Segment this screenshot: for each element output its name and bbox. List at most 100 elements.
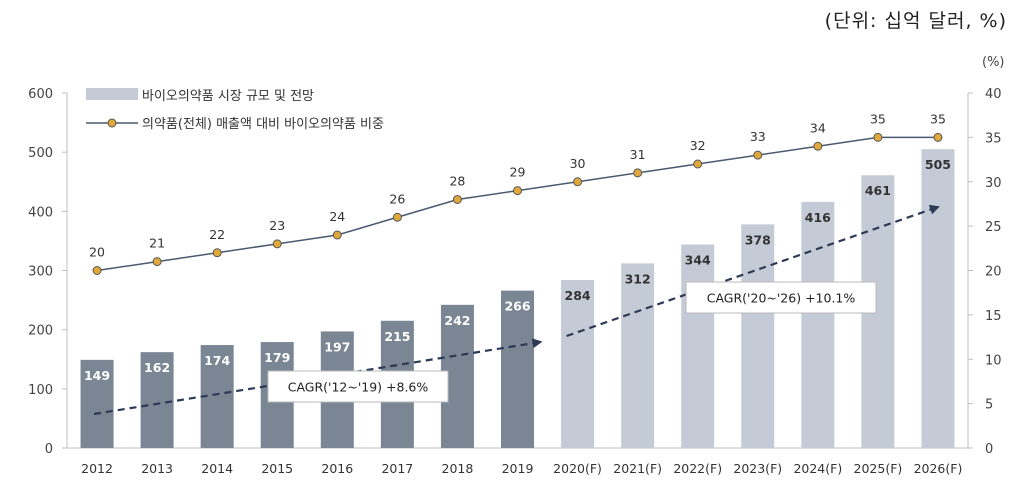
- cagr-layer: CAGR('12~'19) +8.6% CAGR('20~'26) +10.1%: [93, 204, 940, 416]
- bar-value-label: 378: [745, 232, 771, 247]
- left-tick-label: 400: [28, 205, 53, 220]
- bar: [621, 263, 655, 448]
- bar: [741, 224, 775, 448]
- bar: [921, 149, 955, 449]
- cagr-arrow-1: [93, 338, 543, 416]
- line-value-label: 35: [930, 111, 946, 126]
- bar: [140, 352, 174, 448]
- line-value-label: 28: [449, 174, 465, 189]
- category-label: 2026(F): [914, 461, 963, 476]
- bar: [681, 244, 715, 448]
- bar-value-label: 215: [384, 329, 410, 344]
- category-label: 2023(F): [733, 461, 782, 476]
- line-value-label: 35: [870, 111, 886, 126]
- right-tick-label: 5: [985, 398, 993, 413]
- right-tick-label: 30: [985, 176, 1002, 191]
- right-tick-label: 20: [985, 265, 1002, 280]
- right-tick-label: 40: [985, 87, 1002, 102]
- line-value-label: 31: [630, 147, 646, 162]
- category-label: 2018: [442, 461, 474, 476]
- bar-value-label: 149: [84, 368, 110, 383]
- cagr-2020-2026-label: CAGR('20~'26) +10.1%: [707, 291, 856, 306]
- line-point: [332, 230, 342, 240]
- bar: [801, 201, 835, 448]
- category-label: 2024(F): [793, 461, 842, 476]
- line-value-label: 33: [750, 129, 766, 144]
- right-tick-label: 0: [985, 442, 993, 457]
- category-label: 2016: [321, 461, 353, 476]
- bar: [561, 279, 595, 448]
- bar-value-label: 505: [925, 157, 951, 172]
- bar: [80, 359, 114, 448]
- left-tick-label: 100: [28, 383, 53, 398]
- legend-line-marker: [107, 118, 117, 128]
- line-point: [813, 141, 823, 151]
- left-tick-label: 0: [45, 442, 53, 457]
- line-value-label: 29: [510, 165, 526, 180]
- line-point: [452, 195, 462, 204]
- left-tick-label: 300: [28, 265, 53, 280]
- left-tick-label: 600: [28, 87, 53, 102]
- category-label: 2017: [381, 461, 413, 476]
- right-tick-label: 10: [985, 353, 1002, 368]
- bar-value-label: 312: [625, 271, 651, 286]
- cagr-2012-2019-box: [267, 370, 449, 403]
- line-point: [272, 239, 282, 249]
- legend-bar-label: 바이오의약품 시장 규모 및 전망: [142, 89, 314, 104]
- line-point: [753, 150, 763, 160]
- left-tick-label: 200: [28, 324, 53, 339]
- category-label: 2013: [141, 461, 173, 476]
- right-tick-label: 35: [985, 131, 1002, 146]
- category-label: 2014: [201, 461, 233, 476]
- line-point: [693, 159, 703, 169]
- bar-value-label: 266: [504, 299, 530, 314]
- line-point: [92, 266, 102, 275]
- line-point: [573, 177, 583, 187]
- bar-value-label: 174: [204, 353, 230, 368]
- bar-value-label: 242: [444, 313, 470, 328]
- bar-value-label: 344: [685, 252, 711, 267]
- line-value-label: 20: [89, 245, 105, 260]
- line-point: [392, 212, 402, 222]
- line-value-label: 23: [269, 218, 285, 233]
- line-layer: [92, 132, 943, 275]
- bar: [501, 290, 534, 448]
- bar-value-label: 162: [144, 360, 170, 375]
- point-labels: 20 21 22 23 24 26 28 29 30 31 32 33 34 35 35: [89, 111, 946, 259]
- legend-line-label: 의약품(전체) 매출액 대비 바이오의약품 비중: [142, 117, 384, 132]
- line-value-label: 30: [570, 156, 586, 171]
- line-point: [633, 168, 643, 178]
- cagr-2020-2026-box: [685, 281, 877, 314]
- right-axis-unit: (%): [982, 55, 1005, 70]
- bar-labels: 149 162 174 179 197 215 242 266 284 312 344 378 416 4…: [84, 157, 951, 383]
- line-point: [513, 186, 522, 196]
- unit-note: (단위: 십억 달러, %): [824, 10, 1007, 32]
- category-label: 2025(F): [854, 461, 903, 476]
- line-value-label: 24: [329, 209, 345, 224]
- right-tick-label: 15: [985, 309, 1002, 324]
- legend-bar-swatch: [86, 88, 138, 100]
- line-value-label: 26: [389, 191, 405, 206]
- line-point: [212, 248, 222, 258]
- right-tick-label: 25: [985, 220, 1002, 235]
- bar-value-label: 284: [565, 288, 591, 303]
- line-value-label: 32: [690, 138, 706, 153]
- line-point: [933, 132, 943, 142]
- line-point: [152, 257, 162, 267]
- axes: 0 100 200 300 400 500 600 0 5 10 15 20 25 30 35 40 (%) 20…: [28, 55, 1004, 476]
- category-label: 2019: [502, 461, 534, 476]
- line-point: [873, 132, 883, 142]
- bar-value-label: 179: [264, 350, 290, 365]
- category-label: 2021(F): [613, 461, 662, 476]
- cagr-2012-2019-label: CAGR('12~'19) +8.6%: [288, 380, 429, 395]
- category-label: 2022(F): [673, 461, 722, 476]
- category-label: 2015: [261, 461, 293, 476]
- line-value-label: 21: [149, 236, 165, 251]
- line-value-label: 34: [810, 120, 826, 135]
- line-value-label: 22: [209, 227, 225, 242]
- bar-value-label: 416: [805, 210, 831, 225]
- cagr-arrow-2: [566, 204, 940, 338]
- category-label: 2020(F): [553, 461, 602, 476]
